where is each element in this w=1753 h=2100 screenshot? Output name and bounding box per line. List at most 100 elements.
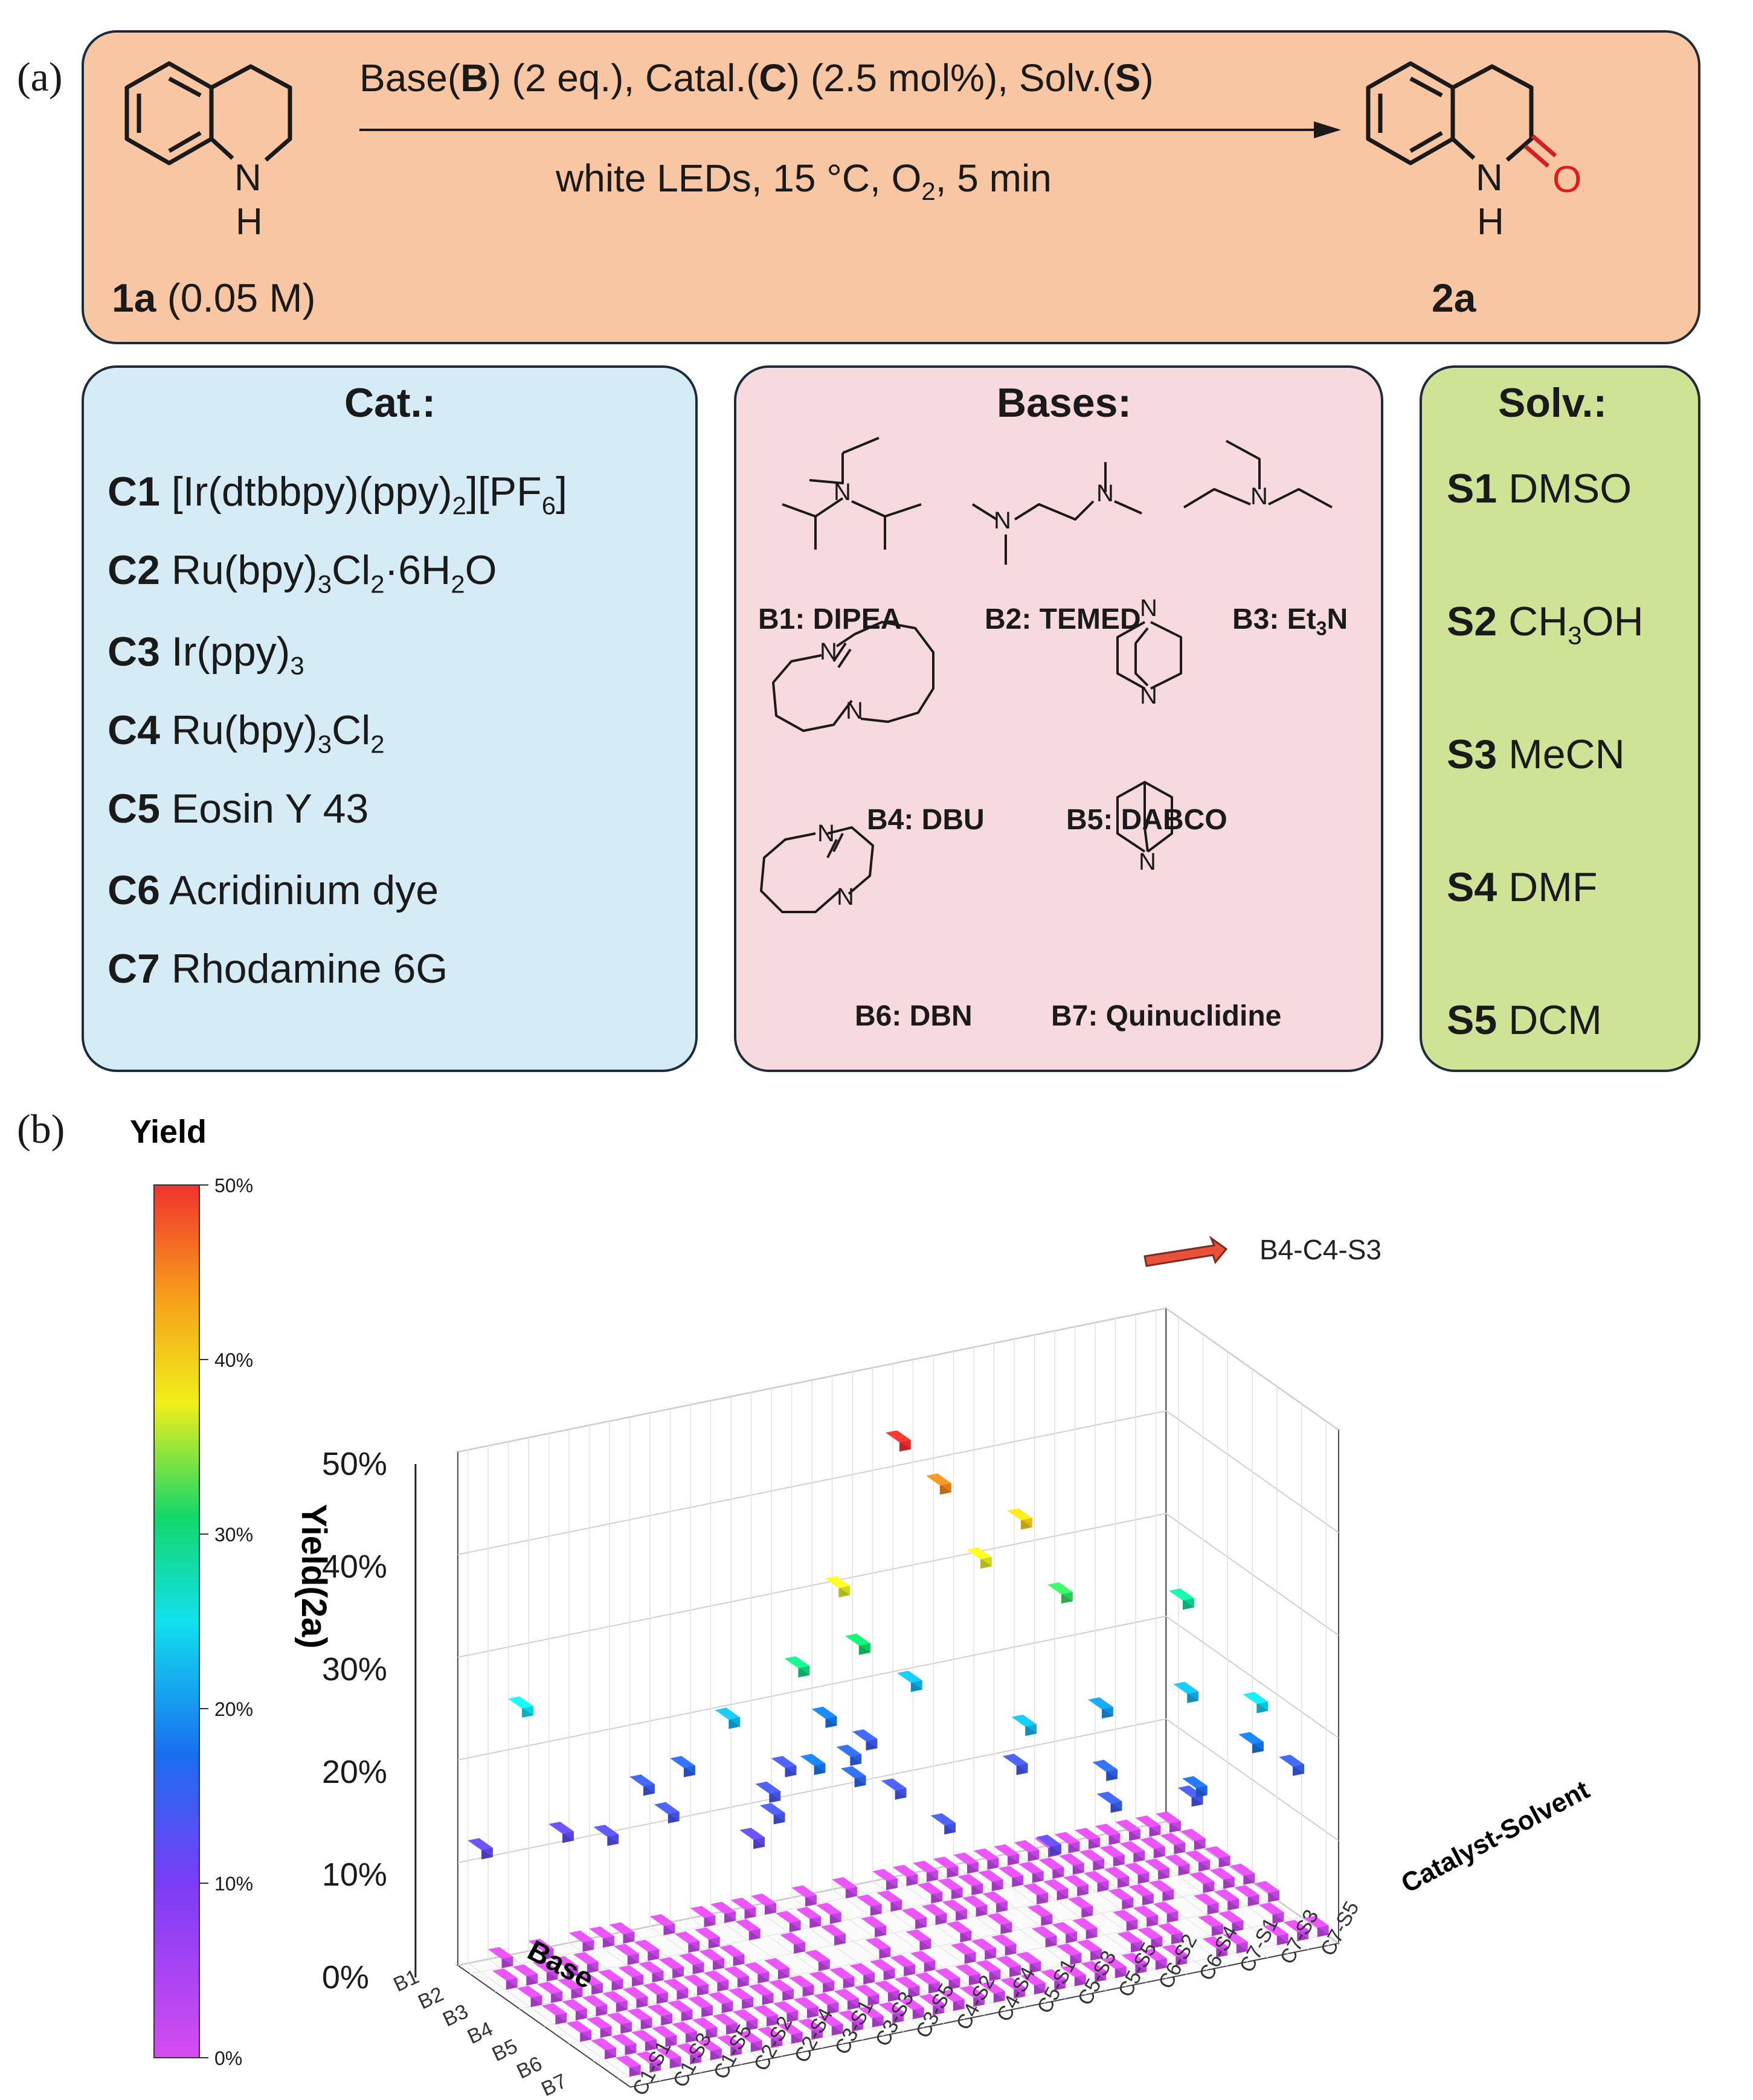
cube-face-top bbox=[1092, 1759, 1118, 1772]
cube-face-top bbox=[1144, 1858, 1169, 1871]
yield-cube bbox=[919, 1994, 945, 2015]
cube-face-top bbox=[811, 1706, 837, 1719]
cube-face-top bbox=[707, 1992, 733, 2004]
yield-cube bbox=[771, 1756, 797, 1777]
yield-cube bbox=[1117, 1931, 1142, 1953]
yield-cube bbox=[678, 1953, 704, 1974]
yield-cube bbox=[638, 1961, 664, 1983]
cube-face-top bbox=[548, 1822, 574, 1834]
cube-face-top bbox=[1128, 1884, 1154, 1896]
svg-text:N: N bbox=[846, 698, 863, 724]
yield-cube bbox=[764, 1958, 790, 1980]
yield-cube bbox=[811, 1706, 837, 1728]
cube-face-top bbox=[1072, 1918, 1098, 1930]
cube-face-top bbox=[777, 2022, 803, 2035]
yield-cube bbox=[1043, 1879, 1069, 1901]
yield-cube bbox=[813, 1992, 839, 2014]
cube-face-top bbox=[1076, 1939, 1102, 1952]
cube-face-top bbox=[533, 1960, 558, 1973]
cube-face-top bbox=[1095, 1823, 1121, 1836]
svg-text:N: N bbox=[837, 884, 854, 910]
cube-face-top bbox=[780, 1932, 805, 1945]
yield-cube bbox=[537, 1982, 562, 2003]
yield-cube bbox=[796, 1907, 822, 1928]
yield-cube bbox=[986, 1913, 1012, 1935]
z-tick-label: 30% bbox=[322, 1651, 387, 1687]
cube-face-top bbox=[562, 1999, 587, 2011]
yield-cube bbox=[468, 1838, 493, 1860]
catalyst-item: C3 Ir(ppy)3 bbox=[108, 629, 304, 680]
cube-face-top bbox=[852, 1729, 878, 1742]
cube-face-top bbox=[788, 1975, 814, 1988]
colorbar bbox=[153, 1184, 200, 2058]
yield-cube bbox=[874, 1980, 899, 2002]
yield-cube bbox=[946, 1921, 972, 1942]
cube-face-top bbox=[1263, 1924, 1288, 1936]
cube-face-top bbox=[926, 1473, 951, 1486]
yield-cube bbox=[602, 1991, 628, 2012]
cube-face-top bbox=[805, 1950, 830, 1962]
cube-face-top bbox=[1254, 1881, 1279, 1893]
yield-cube bbox=[557, 1977, 583, 1999]
cube-face-top bbox=[1153, 1901, 1179, 1914]
base-structures: N N N N N N N N N N N bbox=[760, 437, 1333, 913]
cube-face-top bbox=[1096, 1791, 1122, 1804]
cube-face-top bbox=[692, 2017, 718, 2030]
yield-cube bbox=[773, 2001, 799, 2023]
cube-face-top bbox=[953, 1852, 979, 1865]
yield-cube bbox=[1014, 1840, 1040, 1861]
yield-cube bbox=[710, 1901, 736, 1923]
yield-cube bbox=[1185, 1850, 1210, 1872]
cube-face-top bbox=[629, 1774, 655, 1787]
cube-face-top bbox=[878, 2002, 904, 2014]
catalyst-item: C1 [Ir(dtbbpy)(ppy)2][PF6] bbox=[108, 469, 567, 520]
yield-cube bbox=[1088, 1697, 1113, 1719]
yield-cube bbox=[934, 1968, 960, 1989]
cube-face-top bbox=[861, 1916, 886, 1928]
cube-face-top bbox=[1018, 1861, 1044, 1874]
cube-face-top bbox=[591, 2038, 616, 2050]
cube-face-top bbox=[797, 2018, 823, 2031]
yield-cube bbox=[676, 2043, 702, 2064]
yield-cube bbox=[696, 2039, 722, 2061]
yield-cube bbox=[838, 2010, 864, 2032]
yield-cube bbox=[1173, 1681, 1198, 1703]
yield-cube bbox=[634, 1939, 660, 1961]
cube-face-top bbox=[1169, 1588, 1194, 1601]
cube-face-top bbox=[796, 1907, 822, 1919]
yield-cube bbox=[635, 2051, 661, 2073]
yield-cube bbox=[1156, 1811, 1181, 1833]
cube-face-top bbox=[865, 1938, 891, 1950]
cube-face-top bbox=[602, 1991, 628, 2003]
yield-cube bbox=[643, 1982, 668, 2004]
z-tick-label: 20% bbox=[322, 1754, 387, 1790]
base-label-b4: B4: DBU bbox=[867, 804, 985, 836]
colorbar-tick-label: 10% bbox=[214, 1873, 253, 1895]
yield-cube bbox=[1254, 1881, 1279, 1903]
cube-face-top bbox=[1214, 1889, 1239, 1901]
yield-cube bbox=[876, 1890, 902, 1912]
cube-face-top bbox=[638, 1961, 664, 1974]
base-label-b1: B1: DIPEA bbox=[758, 603, 902, 635]
cube-face-top bbox=[1104, 1866, 1129, 1879]
yield-cube bbox=[971, 1938, 996, 1960]
yield-cube bbox=[1083, 1870, 1109, 1892]
cube-face-top bbox=[768, 1979, 794, 1992]
yield-cube bbox=[541, 2003, 567, 2025]
grid-line-z bbox=[457, 1718, 1339, 1863]
colorbar-tick-label: 50% bbox=[214, 1175, 253, 1196]
yield-cube bbox=[548, 1822, 574, 1843]
cube-face-top bbox=[616, 2055, 641, 2068]
yield-cube bbox=[759, 1803, 785, 1825]
yield-cube bbox=[1079, 1849, 1105, 1871]
bases-title: Bases: bbox=[997, 380, 1132, 426]
yield-cube bbox=[611, 2034, 637, 2055]
yield-cube bbox=[917, 1882, 943, 1904]
cube-face-top bbox=[553, 1956, 579, 1968]
yield-cube bbox=[1056, 1944, 1082, 1965]
cube-face-top bbox=[1054, 1832, 1080, 1845]
cube-face-top bbox=[618, 1965, 643, 1977]
yield-cube bbox=[724, 1966, 749, 1988]
cube-face-top bbox=[654, 1802, 680, 1814]
cube-face-top bbox=[955, 1964, 980, 1976]
